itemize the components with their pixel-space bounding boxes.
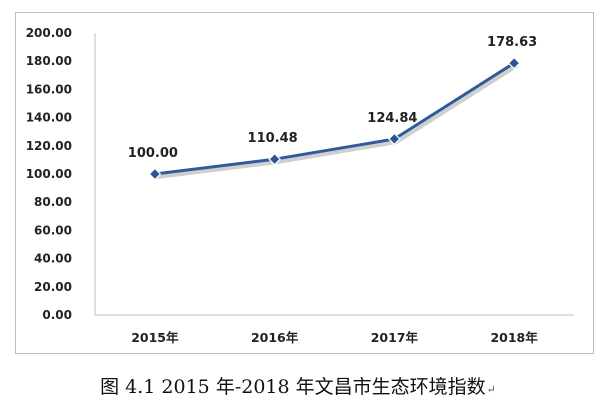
y-tick-label: 120.00 [26, 139, 72, 153]
series-line-path [153, 61, 516, 176]
y-tick-label: 0.00 [42, 308, 72, 322]
y-tick-label: 100.00 [26, 167, 72, 181]
y-tick-label: 180.00 [26, 54, 72, 68]
series-line [153, 61, 519, 179]
x-tick-label: 2015年 [131, 330, 179, 345]
paragraph-mark-icon: ↵ [486, 383, 496, 396]
y-tick-label: 60.00 [34, 223, 72, 237]
data-point-marker [148, 167, 162, 181]
y-axis-ticks: 0.00 20.00 40.00 60.00 80.00 100.00 120.00 140.… [26, 26, 72, 322]
axes [94, 33, 574, 316]
data-point-marker [268, 152, 281, 166]
data-point-marker [507, 56, 521, 70]
data-value-label: 100.00 [128, 146, 178, 161]
y-tick-label: 140.00 [26, 111, 72, 125]
y-tick-label: 160.00 [26, 82, 72, 96]
data-point-marker [388, 132, 401, 146]
line-chart: 0.00 20.00 40.00 60.00 80.00 100.00 120.00 140.… [26, 26, 574, 345]
data-value-label: 110.48 [248, 131, 298, 146]
data-value-label: 124.84 [367, 111, 417, 126]
figure-caption-text: 图 4.1 2015 年-2018 年文昌市生态环境指数 [100, 376, 486, 398]
data-labels: 100.00 110.48 124.84 178.63 [128, 35, 537, 161]
y-tick-label: 200.00 [26, 26, 72, 40]
y-tick-label: 80.00 [34, 195, 72, 209]
chart-frame: 0.00 20.00 40.00 60.00 80.00 100.00 120.00 140.… [15, 12, 594, 354]
series-line-shadow [154, 64, 519, 179]
y-tick-label: 40.00 [34, 252, 72, 266]
y-tick-label: 20.00 [34, 280, 72, 294]
x-tick-label: 2018年 [490, 330, 538, 345]
data-value-label: 178.63 [487, 35, 537, 50]
x-tick-label: 2016年 [251, 330, 299, 345]
x-axis-ticks: 2015年 2016年 2017年 2018年 [131, 330, 538, 345]
x-tick-label: 2017年 [371, 330, 419, 345]
data-markers [148, 56, 521, 181]
figure-caption: 图 4.1 2015 年-2018 年文昌市生态环境指数↵ [0, 372, 596, 399]
